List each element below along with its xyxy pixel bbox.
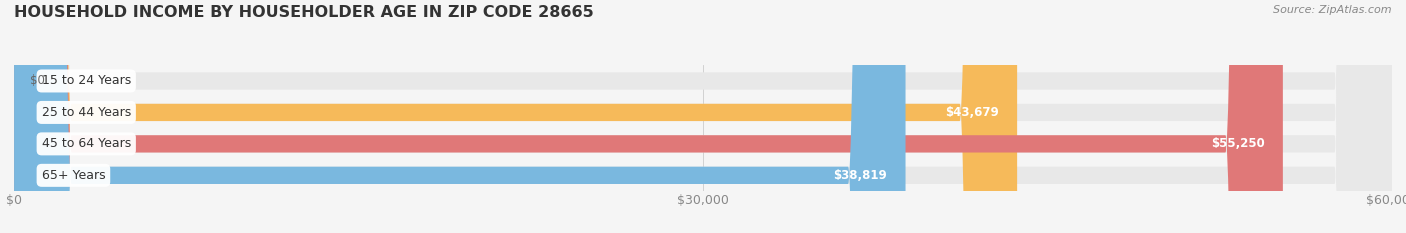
Text: 65+ Years: 65+ Years	[42, 169, 105, 182]
FancyBboxPatch shape	[14, 0, 905, 233]
FancyBboxPatch shape	[14, 0, 1282, 233]
Text: $43,679: $43,679	[945, 106, 998, 119]
Text: $55,250: $55,250	[1211, 137, 1264, 150]
Text: $0: $0	[30, 75, 45, 87]
Text: 15 to 24 Years: 15 to 24 Years	[42, 75, 131, 87]
Text: 45 to 64 Years: 45 to 64 Years	[42, 137, 131, 150]
Text: $38,819: $38,819	[834, 169, 887, 182]
Text: Source: ZipAtlas.com: Source: ZipAtlas.com	[1274, 5, 1392, 15]
FancyBboxPatch shape	[14, 0, 1392, 233]
FancyBboxPatch shape	[14, 0, 1392, 233]
FancyBboxPatch shape	[14, 0, 1017, 233]
FancyBboxPatch shape	[14, 0, 1392, 233]
Text: HOUSEHOLD INCOME BY HOUSEHOLDER AGE IN ZIP CODE 28665: HOUSEHOLD INCOME BY HOUSEHOLDER AGE IN Z…	[14, 5, 593, 20]
Text: 25 to 44 Years: 25 to 44 Years	[42, 106, 131, 119]
FancyBboxPatch shape	[14, 0, 1392, 233]
